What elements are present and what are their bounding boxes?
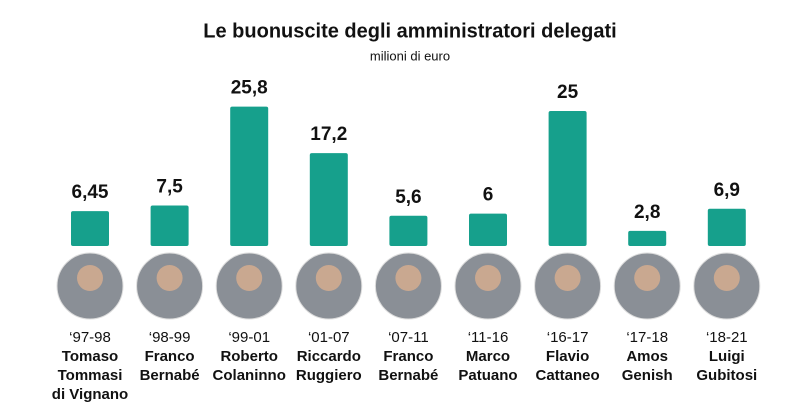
- portrait-head: [156, 265, 183, 291]
- period-label: ‘11-16: [468, 329, 509, 346]
- value-label: 17,2: [310, 124, 347, 145]
- portrait-head: [395, 265, 422, 291]
- name-label: Bernabé: [140, 367, 200, 384]
- value-label: 5,6: [395, 187, 421, 208]
- name-label: Ruggiero: [296, 367, 362, 384]
- bar: [150, 205, 189, 246]
- name-label: Franco: [145, 348, 195, 365]
- bar: [469, 213, 507, 246]
- bar: [628, 230, 667, 246]
- name-label: Cattaneo: [536, 367, 600, 384]
- bar: [309, 153, 348, 246]
- name-label: Roberto: [220, 348, 278, 365]
- portrait-head: [475, 265, 501, 291]
- bar: [71, 211, 109, 246]
- period-label: ‘01-07: [308, 329, 350, 346]
- name-label: Flavio: [546, 348, 589, 365]
- value-label: 6,45: [72, 182, 109, 203]
- portrait-head: [77, 265, 103, 291]
- chart-subtitle: milioni di euro: [370, 48, 450, 63]
- bar: [230, 106, 269, 247]
- bar: [548, 111, 587, 246]
- name-label: Colaninno: [213, 367, 286, 384]
- period-label: ‘16-17: [547, 329, 589, 346]
- portrait-head: [713, 265, 740, 291]
- period-label: ‘98-99: [149, 329, 191, 346]
- name-label: Luigi: [709, 348, 745, 365]
- chart-title: Le buonuscite degli amministratori deleg…: [203, 20, 616, 42]
- value-label: 25: [557, 82, 579, 103]
- portrait-head: [315, 265, 342, 291]
- name-label: Patuano: [458, 367, 517, 384]
- value-label: 6,9: [714, 180, 740, 201]
- value-label: 2,8: [634, 202, 660, 223]
- portrait-head: [634, 265, 661, 291]
- period-label: ‘18-21: [706, 329, 748, 346]
- name-label: Genish: [622, 367, 673, 384]
- bar: [707, 208, 746, 246]
- name-label: Marco: [466, 348, 510, 365]
- name-label: Amos: [626, 348, 668, 365]
- name-label: Gubitosi: [696, 367, 757, 384]
- period-label: ‘17-18: [626, 329, 668, 346]
- bar: [389, 215, 428, 246]
- name-label: Riccardo: [297, 348, 361, 365]
- period-label: ‘99-01: [228, 329, 270, 346]
- value-label: 7,5: [156, 177, 183, 198]
- name-label: Bernabé: [378, 367, 438, 384]
- period-label: ‘97-98: [69, 329, 111, 346]
- portrait-head: [554, 265, 581, 291]
- name-label: Tomaso: [62, 348, 118, 365]
- name-label: Franco: [383, 348, 433, 365]
- value-label: 6: [483, 185, 494, 206]
- portrait-head: [236, 265, 263, 291]
- name-label: di Vignano: [52, 386, 128, 403]
- period-label: ‘07-11: [388, 329, 429, 346]
- value-label: 25,8: [231, 78, 268, 99]
- name-label: Tommasi: [58, 367, 123, 384]
